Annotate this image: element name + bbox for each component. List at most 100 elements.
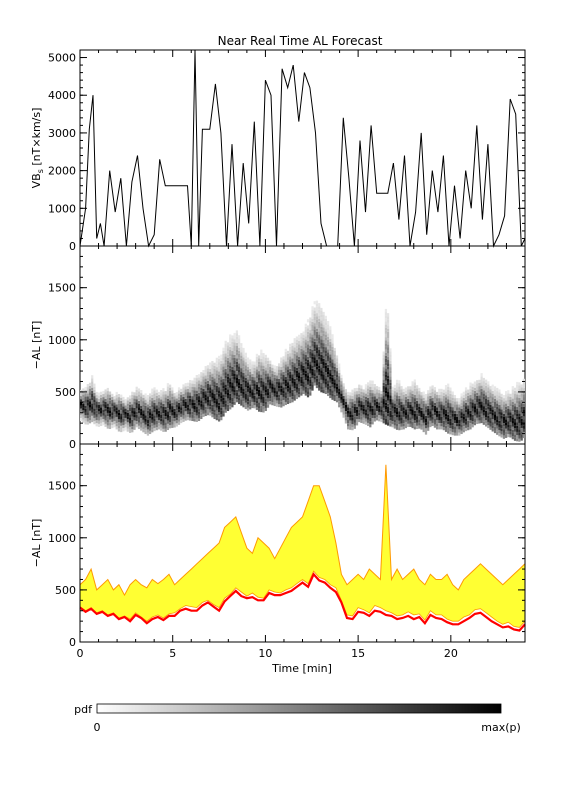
pdf-cell [282, 400, 285, 404]
pdf-cell [244, 377, 247, 381]
pdf-cell [309, 370, 312, 374]
pdf-cell [226, 354, 230, 358]
pdf-cell [271, 364, 274, 368]
pdf-cell [520, 412, 523, 416]
pdf-cell [160, 402, 163, 406]
pdf-cell [462, 419, 465, 423]
pdf-cell [213, 369, 216, 373]
pdf-cell [496, 397, 499, 401]
pdf-cell [416, 422, 419, 426]
pdf-cell [278, 404, 281, 408]
pdf-cell [284, 383, 287, 387]
pdf-cell [436, 423, 439, 427]
pdf-cell [193, 377, 196, 381]
pdf-cell [131, 404, 134, 408]
pdf-cell [331, 381, 334, 385]
pdf-cell [489, 404, 492, 408]
pdf-cell [340, 402, 343, 407]
pdf-cell [389, 354, 392, 358]
pdf-cell [398, 405, 401, 409]
pdf-cell [84, 421, 87, 425]
pdf-cell [315, 350, 319, 354]
pdf-cell [511, 404, 514, 408]
pdf-cell [195, 378, 198, 382]
pdf-cell [358, 403, 361, 407]
pdf-cell [160, 421, 163, 425]
pdf-cell [126, 425, 129, 429]
pdf-cell [231, 385, 234, 389]
pdf-cell [322, 358, 325, 362]
pdf-cell [520, 415, 523, 419]
pdf-cell [173, 421, 176, 425]
pdf-cell [329, 335, 332, 339]
pdf-cell [331, 337, 334, 341]
pdf-cell [324, 340, 327, 344]
pdf-cell [224, 378, 227, 382]
pdf-cell [295, 377, 299, 381]
pdf-cell [260, 377, 263, 381]
pdf-cell [306, 347, 310, 351]
pdf-cell [327, 355, 330, 359]
pdf-cell [496, 403, 499, 407]
pdf-cell [433, 412, 437, 416]
pdf-cell [293, 350, 296, 354]
pdf-cell [358, 384, 361, 388]
pdf-cell [197, 417, 201, 422]
pdf-cell [144, 427, 147, 431]
pdf-cell [384, 405, 388, 410]
pdf-cell [197, 396, 201, 400]
pdf-cell [229, 346, 232, 351]
pdf-cell [195, 384, 198, 388]
pdf-cell [124, 417, 127, 422]
pdf-cell [108, 391, 112, 395]
pdf-cell [333, 372, 336, 377]
pdf-cell [471, 399, 474, 403]
pdf-cell [298, 350, 301, 354]
pdf-cell [209, 365, 212, 369]
pdf-cell [180, 413, 183, 417]
pdf-cell [320, 379, 323, 383]
pdf-cell [300, 370, 303, 374]
pdf-cell [124, 408, 127, 412]
pdf-cell [384, 421, 388, 425]
pdf-cell [302, 344, 305, 348]
pdf-cell [186, 414, 190, 418]
pdf-cell [338, 404, 341, 408]
pdf-cell [215, 401, 218, 405]
pdf-cell [262, 371, 265, 376]
pdf-cell [91, 384, 94, 388]
pdf-cell [369, 424, 372, 428]
pdf-cell [460, 402, 463, 406]
pdf-cell [513, 409, 517, 413]
pdf-cell [278, 369, 281, 373]
pdf-cell [102, 406, 105, 410]
pdf-cell [284, 392, 287, 396]
pdf-cell [169, 415, 172, 420]
pdf-cell [309, 355, 312, 359]
pdf-cell [122, 428, 125, 432]
pdf-cell [315, 378, 319, 382]
pdf-cell [451, 419, 454, 423]
pdf-cell [302, 331, 305, 335]
pdf-cell [338, 388, 341, 392]
pdf-cell [120, 394, 123, 398]
pdf-cell [473, 384, 477, 388]
pdf-cell [322, 346, 325, 350]
pdf-cell [95, 404, 98, 408]
pdf-cell [226, 373, 230, 377]
pdf-cell [269, 376, 272, 380]
pdf-cell [389, 351, 392, 355]
pdf-cell [91, 419, 94, 423]
pdf-cell [275, 391, 279, 395]
pdf-cell [211, 407, 214, 412]
pdf-cell [355, 422, 359, 426]
pdf-cell [302, 390, 305, 395]
pdf-cell [480, 385, 483, 389]
pdf-cell [269, 370, 272, 374]
pdf-cell [213, 400, 216, 404]
pdf-cell [355, 400, 359, 404]
pdf-cell [213, 381, 216, 385]
pdf-cell [144, 409, 147, 413]
pdf-cell [220, 414, 223, 418]
pdf-cell [222, 385, 225, 389]
